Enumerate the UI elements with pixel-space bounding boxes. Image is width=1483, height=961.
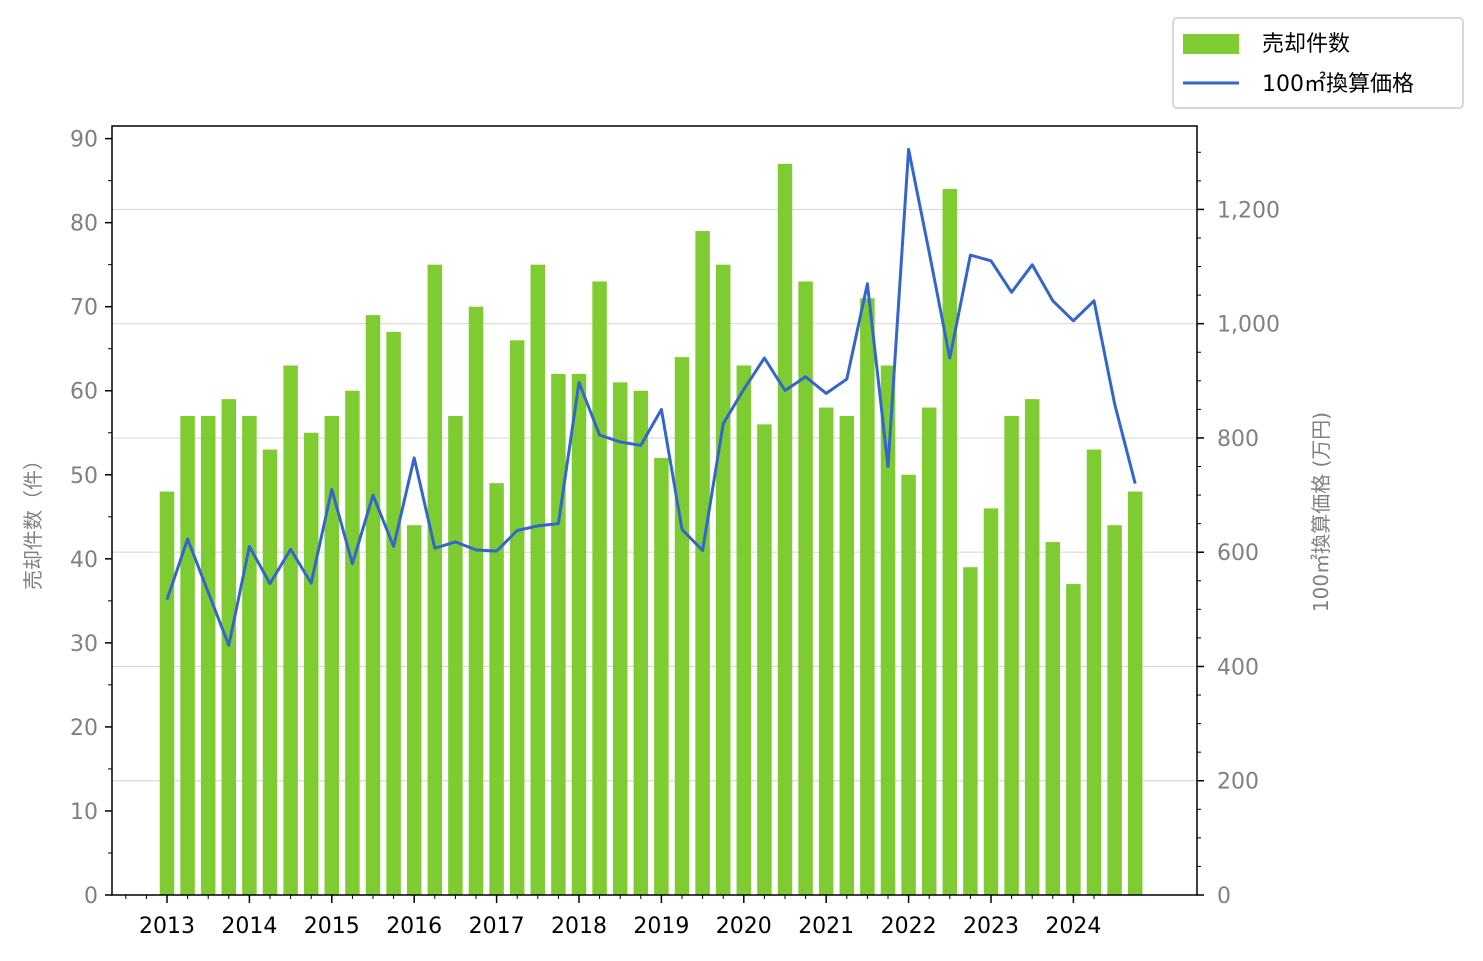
bar-3 <box>221 399 237 895</box>
left-axis: 0 10 20 30 40 50 60 70 80 90 <box>70 128 112 909</box>
bar-8 <box>324 415 340 895</box>
bar-21 <box>592 281 607 896</box>
bar-43 <box>1045 542 1061 895</box>
bar-series <box>159 163 1143 896</box>
x-tick-label-7: 2020 <box>716 914 772 939</box>
x-tick-label-3: 2016 <box>386 914 442 939</box>
price-line <box>165 147 1137 647</box>
bar-6 <box>283 365 298 895</box>
x-tick-label-2: 2015 <box>304 914 360 939</box>
bar-42 <box>1024 399 1040 895</box>
legend-swatch-bars <box>1183 34 1239 54</box>
x-tick-label-6: 2019 <box>633 914 689 939</box>
x-tick-label-11: 2024 <box>1045 914 1101 939</box>
bar-17 <box>509 340 525 895</box>
bar-25 <box>674 357 690 895</box>
bar-44 <box>1066 584 1081 895</box>
right-axis: 0 200 400 600 800 1,000 1,200 <box>1197 151 1280 909</box>
bar-45 <box>1086 449 1102 895</box>
right-tick-label-0: 0 <box>1217 884 1231 909</box>
bar-28 <box>736 365 752 895</box>
bar-36 <box>901 474 916 895</box>
bar-33 <box>839 415 855 895</box>
bar-31 <box>798 281 813 896</box>
bar-24 <box>654 457 669 895</box>
left-axis-label: 売却件数（件） <box>21 450 45 590</box>
bar-37 <box>921 407 937 895</box>
plot-frame <box>111 125 1198 896</box>
bar-29 <box>757 424 772 895</box>
left-tick-label-2: 20 <box>70 716 98 741</box>
bar-9 <box>345 390 360 895</box>
x-tick-label-0: 2013 <box>139 914 195 939</box>
left-tick-label-4: 40 <box>70 548 98 573</box>
bar-1 <box>180 415 195 895</box>
bar-23 <box>633 390 649 895</box>
right-tick-label-1: 200 <box>1217 770 1259 795</box>
bar-5 <box>262 449 278 895</box>
line-series <box>165 147 1137 647</box>
left-tick-label-0: 0 <box>84 884 98 909</box>
bar-18 <box>530 264 546 895</box>
x-tick-label-1: 2014 <box>221 914 277 939</box>
bar-27 <box>715 264 731 895</box>
bar-20 <box>571 373 587 895</box>
bar-46 <box>1107 525 1122 895</box>
bar-13 <box>427 264 443 895</box>
bar-16 <box>489 483 504 895</box>
x-tick-label-9: 2022 <box>881 914 937 939</box>
bar-35 <box>880 365 896 895</box>
left-tick-label-8: 80 <box>70 212 98 237</box>
bottom-axis: 2013 2014 2015 2016 2017 2018 2019 2020 2021 2022… <box>125 895 1101 939</box>
legend-label-bars: 売却件数 <box>1262 32 1350 57</box>
left-tick-label-7: 70 <box>70 296 98 321</box>
right-tick-label-4: 800 <box>1217 427 1259 452</box>
left-tick-label-1: 10 <box>70 800 98 825</box>
x-tick-label-5: 2018 <box>551 914 607 939</box>
legend: 売却件数 100㎡換算価格 <box>1172 17 1464 109</box>
legend-label-line: 100㎡換算価格 <box>1262 71 1414 97</box>
x-tick-label-10: 2023 <box>963 914 1019 939</box>
bar-19 <box>551 373 566 895</box>
bar-2 <box>200 415 216 895</box>
bar-12 <box>406 525 422 895</box>
bar-38 <box>942 189 958 896</box>
bar-34 <box>860 298 875 895</box>
legend-box <box>1172 17 1464 109</box>
bar-15 <box>468 306 484 896</box>
bar-30 <box>777 163 793 895</box>
left-tick-label-6: 60 <box>70 380 98 405</box>
right-tick-label-5: 1,000 <box>1217 313 1280 338</box>
left-tick-label-5: 50 <box>70 464 98 489</box>
bar-7 <box>303 432 319 895</box>
bar-4 <box>242 415 257 895</box>
bar-40 <box>983 508 999 895</box>
bar-0 <box>159 491 175 895</box>
x-tick-label-8: 2021 <box>798 914 854 939</box>
bar-10 <box>365 315 381 895</box>
right-tick-label-6: 1,200 <box>1217 198 1280 223</box>
bar-47 <box>1127 491 1143 895</box>
bar-14 <box>448 415 463 895</box>
x-tick-label-4: 2017 <box>469 914 525 939</box>
bar-26 <box>695 231 710 896</box>
left-tick-label-9: 90 <box>70 128 98 153</box>
right-axis-label: 100㎡換算価格 (万円) <box>1309 412 1333 612</box>
bar-41 <box>1004 415 1019 895</box>
bar-32 <box>818 407 834 895</box>
bar-39 <box>963 567 978 895</box>
bar-22 <box>612 382 628 895</box>
left-tick-label-3: 30 <box>70 632 98 657</box>
right-tick-label-3: 600 <box>1217 541 1259 566</box>
right-tick-label-2: 400 <box>1217 655 1259 680</box>
bar-11 <box>386 331 401 895</box>
